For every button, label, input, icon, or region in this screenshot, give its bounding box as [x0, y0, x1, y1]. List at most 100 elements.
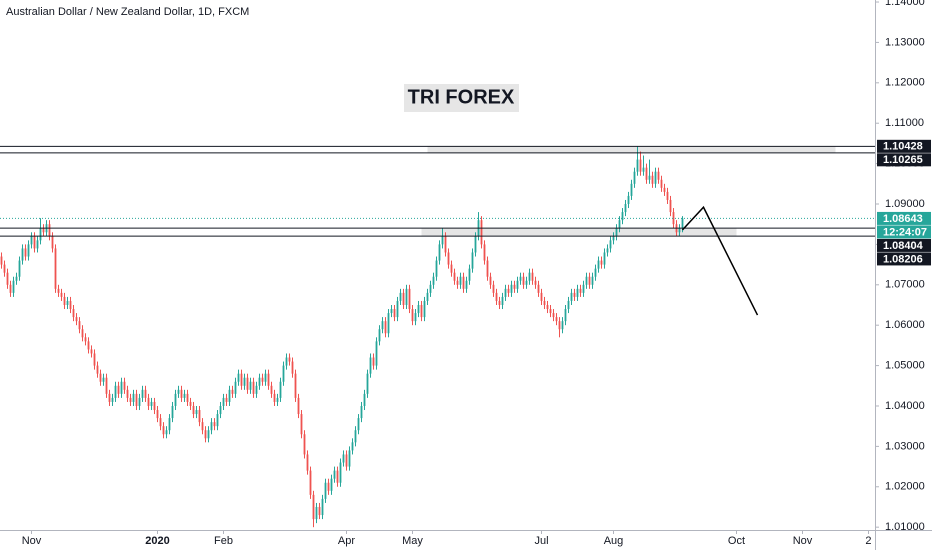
candle-body — [423, 300, 426, 318]
candle-body — [147, 397, 150, 406]
candle-body — [627, 195, 630, 205]
zone — [421, 228, 737, 237]
candle-body — [87, 341, 90, 350]
candle-body — [120, 381, 123, 394]
price-label: 1.08206 — [883, 253, 923, 265]
price-label-box — [877, 252, 931, 266]
candle-body — [99, 373, 102, 382]
candle-body — [660, 179, 663, 188]
watermark-box — [404, 84, 519, 112]
price-label: 1.10265 — [883, 154, 923, 166]
candle-body — [513, 284, 516, 289]
candle-body — [126, 389, 129, 398]
candle-body — [240, 373, 243, 386]
candle-body — [90, 349, 93, 354]
candle-body — [492, 284, 495, 293]
candle-body — [114, 385, 117, 398]
candle-body — [564, 309, 567, 322]
x-tick-label: 2020 — [145, 535, 169, 547]
candle-body — [312, 494, 315, 520]
candle-body — [555, 317, 558, 322]
candle-body — [411, 309, 414, 322]
candle-body — [315, 506, 318, 520]
candle-body — [360, 405, 363, 419]
candle-body — [504, 288, 507, 297]
candle-body — [603, 252, 606, 265]
candle-body — [480, 220, 483, 245]
candle-body — [102, 377, 105, 382]
y-tick-label: 1.06000 — [885, 319, 925, 331]
candle-body — [216, 414, 219, 427]
candle-body — [84, 337, 87, 342]
candle-body — [228, 389, 231, 402]
price-label: 1.10428 — [883, 141, 923, 153]
candle-body — [135, 393, 138, 406]
candle-body — [681, 218, 684, 229]
candle-body — [117, 385, 120, 394]
x-tick-label: 2 — [865, 535, 871, 547]
candle-body — [144, 389, 147, 398]
candle-body — [225, 397, 228, 402]
candle-body — [36, 240, 39, 249]
candle-body — [264, 373, 267, 382]
candle-body — [54, 248, 57, 289]
candle-body — [528, 272, 531, 281]
candle-body — [33, 236, 36, 249]
candle-body — [390, 309, 393, 314]
candle-body — [645, 167, 648, 180]
x-tick-label: Nov — [793, 535, 813, 547]
candle-body — [249, 381, 252, 390]
y-tick-label: 1.09000 — [885, 198, 925, 210]
candle-body — [468, 268, 471, 281]
candle-body — [393, 309, 396, 318]
candle-body — [363, 393, 366, 406]
projection-line — [681, 205, 759, 316]
candle-body — [237, 373, 240, 382]
candle-body — [93, 353, 96, 366]
candle-body — [651, 175, 654, 184]
candle-body — [351, 442, 354, 451]
candle-body — [648, 175, 651, 180]
candle-body — [186, 393, 189, 402]
candle-body — [57, 288, 60, 293]
candle-body — [207, 430, 210, 439]
candle-body — [495, 292, 498, 301]
candle-body — [531, 272, 534, 281]
candle-body — [18, 260, 21, 277]
candle-body — [417, 304, 420, 314]
candle-body — [447, 252, 450, 265]
candle-body — [543, 300, 546, 305]
candle-body — [243, 377, 246, 386]
candle-body — [9, 284, 12, 293]
x-tick-label: Jul — [534, 535, 548, 547]
candle-body — [597, 260, 600, 269]
candle-body — [420, 304, 423, 318]
candle-body — [606, 248, 609, 253]
candle-body — [510, 284, 513, 293]
candle-body — [21, 248, 24, 261]
candle-body — [471, 252, 474, 269]
x-tick-label: May — [402, 535, 423, 547]
candle-body — [39, 228, 42, 241]
candle-body — [525, 280, 528, 285]
candle-body — [453, 272, 456, 281]
y-tick-label: 1.05000 — [885, 359, 925, 371]
price-label-box — [877, 211, 931, 225]
candle-body — [306, 454, 309, 471]
candle-body — [624, 204, 627, 213]
price-label: 1.08643 — [883, 213, 923, 225]
candle-body — [507, 288, 510, 293]
candle-body — [387, 313, 390, 334]
candle-body — [666, 191, 669, 200]
candle-body — [123, 381, 126, 390]
candle-body — [177, 389, 180, 394]
candle-body — [489, 276, 492, 285]
candle-body — [159, 418, 162, 427]
x-tick-label: Nov — [22, 535, 42, 547]
candle-body — [522, 276, 525, 285]
candle-body — [558, 321, 561, 330]
candle-body — [162, 426, 165, 435]
candle-body — [174, 393, 177, 406]
